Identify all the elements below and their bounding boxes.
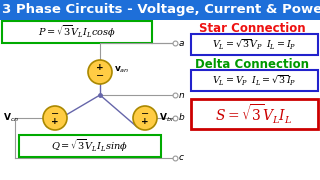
FancyBboxPatch shape xyxy=(2,21,152,43)
Text: $Q = \sqrt{3}V_L I_L sin\phi$: $Q = \sqrt{3}V_L I_L sin\phi$ xyxy=(52,138,129,154)
Text: $\mathbf{V}_{cn}$: $\mathbf{V}_{cn}$ xyxy=(3,112,19,124)
Circle shape xyxy=(88,60,112,84)
FancyBboxPatch shape xyxy=(0,0,320,20)
Text: c: c xyxy=(179,154,184,163)
Circle shape xyxy=(43,106,67,130)
Text: +: + xyxy=(96,64,104,73)
Text: $P = \sqrt{3}V_L I_L cos\phi$: $P = \sqrt{3}V_L I_L cos\phi$ xyxy=(38,24,116,40)
Text: a: a xyxy=(179,39,185,48)
Text: +: + xyxy=(141,118,149,127)
Text: Delta Connection: Delta Connection xyxy=(195,57,309,71)
Text: Star Connection: Star Connection xyxy=(199,21,305,35)
FancyBboxPatch shape xyxy=(19,135,161,157)
Text: b: b xyxy=(179,114,185,123)
FancyBboxPatch shape xyxy=(191,99,318,129)
FancyBboxPatch shape xyxy=(191,70,318,91)
Text: −: − xyxy=(141,109,149,119)
FancyBboxPatch shape xyxy=(191,34,318,55)
Text: −: − xyxy=(51,109,59,119)
Text: 3 Phase Circuits - Voltage, Current & Power: 3 Phase Circuits - Voltage, Current & Po… xyxy=(2,3,320,17)
Text: $S = \sqrt{3}V_L I_L$: $S = \sqrt{3}V_L I_L$ xyxy=(215,102,292,126)
Circle shape xyxy=(133,106,157,130)
Text: $V_L = \sqrt{3}V_P\;\;  I_L = I_P$: $V_L = \sqrt{3}V_P\;\; I_L = I_P$ xyxy=(212,37,296,51)
Text: +: + xyxy=(51,118,59,127)
Text: $\mathbf{v}_{an}$: $\mathbf{v}_{an}$ xyxy=(114,65,129,75)
Text: −: − xyxy=(96,71,104,81)
Text: n: n xyxy=(179,91,185,100)
Text: $\mathbf{V}_{bn}$: $\mathbf{V}_{bn}$ xyxy=(159,112,176,124)
Text: $V_L = V_P\;\;  I_L = \sqrt{3}I_P$: $V_L = V_P\;\; I_L = \sqrt{3}I_P$ xyxy=(212,73,296,87)
